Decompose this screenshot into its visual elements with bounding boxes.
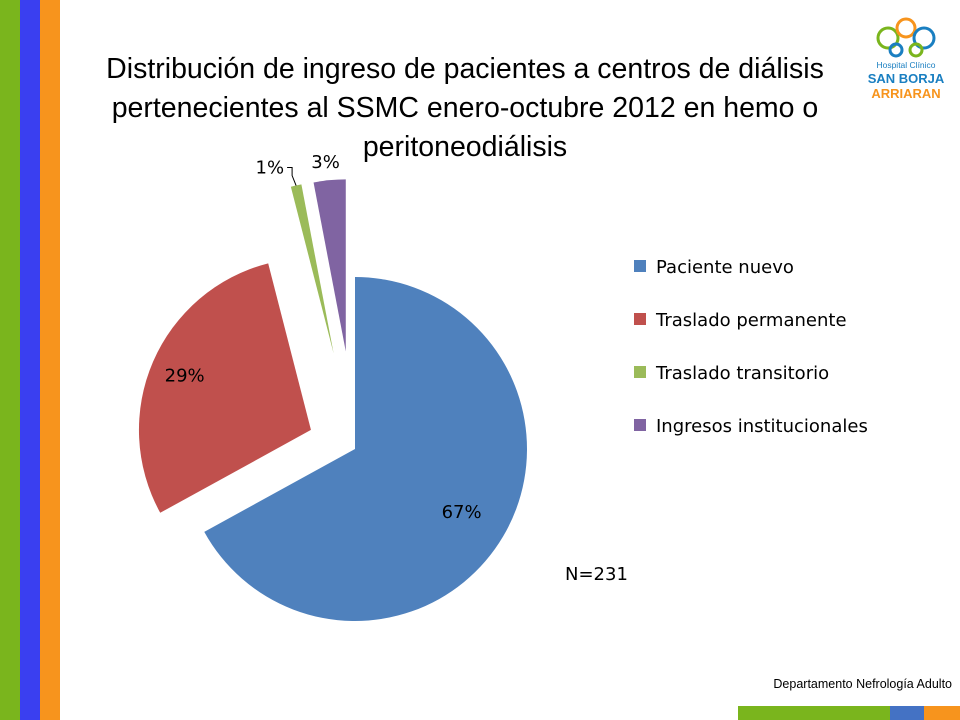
logo-line-1: Hospital Clínico — [876, 60, 936, 70]
logo-line-2: SAN BORJA — [867, 71, 945, 86]
decorative-bar-orange — [924, 706, 960, 720]
decorative-stripe-blue — [20, 0, 40, 720]
pie-slice-traslado-transitorio — [290, 184, 334, 354]
decorative-stripe-white — [60, 0, 88, 720]
legend-swatch-ingresos-institucionales — [634, 419, 646, 431]
decorative-bar-blue — [890, 706, 924, 720]
logo-line-3: ARRIARAN — [871, 86, 941, 101]
decorative-bar-green — [738, 706, 890, 720]
legend-swatch-traslado-transitorio — [634, 366, 646, 378]
pie-slice-ingresos-institucionales — [313, 179, 346, 352]
pie-slice-traslado-permanente — [138, 263, 311, 513]
slide-title: Distribución de ingreso de pacientes a c… — [106, 53, 824, 163]
logo-figures-icon — [876, 17, 936, 58]
data-label-ingresos-institucionales: 3% — [311, 152, 340, 173]
sample-size-note: N=231 — [565, 564, 628, 585]
hospital-logo: Hospital Clínico SAN BORJA ARRIARAN — [866, 16, 946, 102]
decorative-stripe-orange — [40, 0, 60, 720]
data-label-traslado-transitorio: 1% — [256, 158, 285, 179]
pie-data-labels: 67% 29% 1% 3% — [165, 152, 482, 523]
department-footer: Departamento Nefrología Adulto — [773, 677, 952, 691]
data-label-paciente-nuevo: 67% — [442, 502, 482, 523]
legend-swatch-paciente-nuevo — [634, 260, 646, 272]
legend-label-traslado-permanente: Traslado permanente — [655, 310, 847, 331]
leader-line-traslado-transitorio — [287, 167, 297, 186]
legend-label-traslado-transitorio: Traslado transitorio — [655, 363, 829, 384]
pie-slices — [138, 179, 527, 621]
legend-swatch-traslado-permanente — [634, 313, 646, 325]
data-label-traslado-permanente: 29% — [165, 365, 205, 386]
decorative-stripe-green — [0, 0, 20, 720]
legend-label-ingresos-institucionales: Ingresos institucionales — [656, 416, 868, 437]
legend-label-paciente-nuevo: Paciente nuevo — [656, 257, 794, 278]
pie-slice-paciente-nuevo — [204, 277, 527, 621]
chart-legend: Paciente nuevo Traslado permanente Traslad… — [634, 257, 868, 437]
